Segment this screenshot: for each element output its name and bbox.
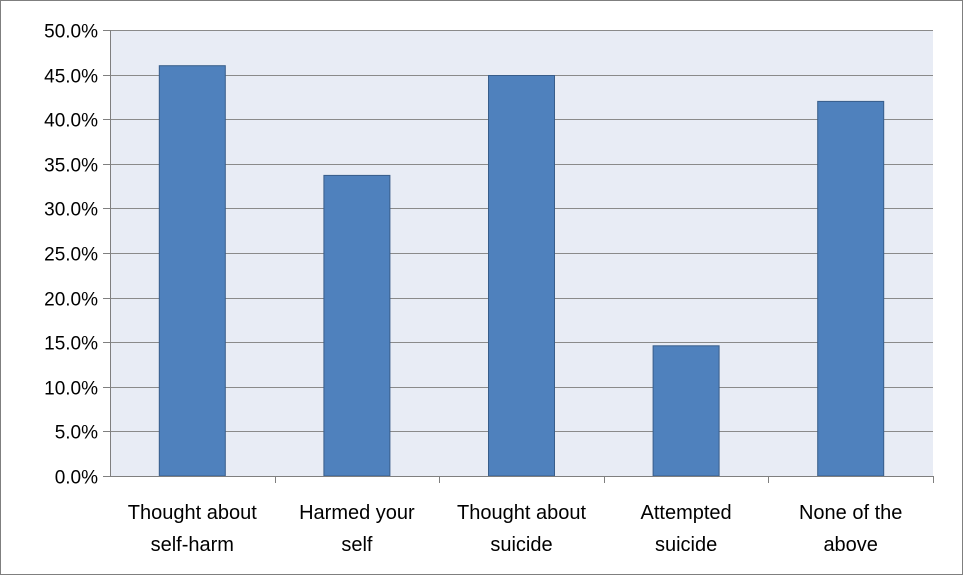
x-category-label-line: Attempted — [641, 502, 732, 524]
y-tick-label: 20.0% — [44, 290, 98, 311]
bar — [323, 174, 391, 477]
x-category-label-line: Harmed your — [299, 502, 415, 524]
x-category-label: Harmed your self — [299, 502, 415, 556]
x-category-label-line: suicide — [490, 534, 552, 556]
y-tick-label: 35.0% — [44, 156, 98, 177]
axes — [103, 30, 934, 483]
x-category-label-line: Thought about — [457, 502, 586, 524]
y-tick-label: 40.0% — [44, 111, 98, 132]
y-axis-tick-labels: 0.0% 5.0% 10.0% 15.0% 20.0% 25.0% 30.0% 35.0% 40… — [44, 22, 98, 489]
bar — [652, 345, 720, 477]
x-category-label-line: None of the — [799, 502, 902, 524]
x-category-label: Attempted suicide — [641, 502, 732, 556]
bar — [158, 65, 226, 477]
x-category-label: Thought about self-harm — [128, 502, 257, 556]
x-category-label-line: above — [823, 534, 878, 556]
x-category-label: None of the above — [799, 502, 902, 556]
x-category-label-line: Thought about — [128, 502, 257, 524]
y-tick-label: 5.0% — [55, 423, 98, 444]
x-category-label-line: self-harm — [151, 534, 234, 556]
x-category-label-line: self — [341, 534, 373, 556]
y-tick-label: 30.0% — [44, 200, 98, 221]
x-axis-category-labels: Thought about self-harm Harmed your self Tho… — [128, 502, 903, 556]
y-tick-label: 10.0% — [44, 379, 98, 400]
bar — [817, 100, 885, 477]
y-tick-label: 25.0% — [44, 245, 98, 266]
x-category-label-line: suicide — [655, 534, 717, 556]
bars — [158, 65, 885, 477]
y-tick-label: 0.0% — [55, 468, 98, 489]
y-tick-label: 45.0% — [44, 67, 98, 88]
y-tick-label: 15.0% — [44, 334, 98, 355]
bar — [488, 75, 555, 477]
y-tick-label: 50.0% — [44, 22, 98, 43]
x-category-label: Thought about suicide — [457, 502, 586, 556]
